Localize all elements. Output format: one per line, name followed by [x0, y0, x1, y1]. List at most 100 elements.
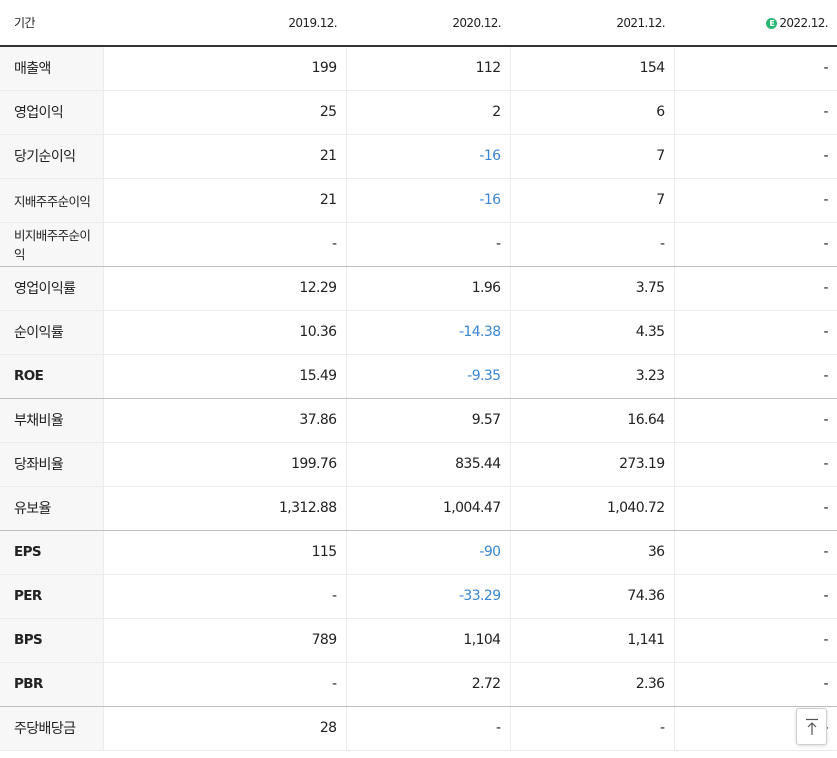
table-cell: -: [510, 222, 675, 267]
row-label: ROE: [0, 354, 104, 399]
column-header-estimate: E 2022.12.: [674, 0, 837, 47]
table-cell: 2.36: [510, 662, 675, 707]
table-cell: 199.76: [103, 442, 347, 487]
table-cell: 1,104: [346, 618, 511, 663]
row-label: 당기순이익: [0, 134, 104, 179]
table-cell: -: [346, 222, 511, 267]
table-cell: -: [674, 90, 837, 135]
row-label: PBR: [0, 662, 104, 707]
table-cell: 1,040.72: [510, 486, 675, 531]
row-label: BPS: [0, 618, 104, 663]
table-row: 영업이익률 12.29 1.96 3.75-: [0, 266, 837, 311]
table-cell: -: [674, 310, 837, 355]
row-label: 주당배당금: [0, 706, 104, 751]
header-row: 기간 2019.12. 2020.12. 2021.12. E 2022.12.: [0, 0, 837, 47]
table-cell: 37.86: [103, 398, 347, 443]
table-cell: 12.29: [103, 266, 347, 311]
row-label: 순이익률: [0, 310, 104, 355]
table-cell: -: [103, 662, 347, 707]
row-label: 당좌비율: [0, 442, 104, 487]
table-row: PER - -33.29 74.36-: [0, 574, 837, 619]
estimate-badge-icon: E: [766, 17, 778, 29]
table-cell: 15.49: [103, 354, 347, 399]
table-cell: -: [674, 618, 837, 663]
table-cell: 112: [346, 46, 511, 91]
table-cell: -33.29: [346, 574, 511, 619]
row-label: 매출액: [0, 46, 104, 91]
period-header: 기간: [0, 0, 103, 47]
table-cell: 25: [103, 90, 347, 135]
table-cell: 2: [346, 90, 511, 135]
table-row: 부채비율 37.86 9.57 16.64-: [0, 398, 837, 443]
table-cell: 1,141: [510, 618, 675, 663]
table-row: 당기순이익 21 -16 7-: [0, 134, 837, 179]
table-cell: 36: [510, 530, 675, 575]
table-cell: -16: [346, 134, 511, 179]
table-cell: -14.38: [346, 310, 511, 355]
table-cell: 10.36: [103, 310, 347, 355]
table-cell: -: [674, 442, 837, 487]
table-cell: 21: [103, 134, 347, 179]
table-row: ROE 15.49 -9.35 3.23-: [0, 354, 837, 399]
row-label: 지배주주순이익: [0, 178, 104, 223]
table-cell: 74.36: [510, 574, 675, 619]
table-cell: 154: [510, 46, 675, 91]
table-cell: -: [510, 706, 675, 751]
row-label: 부채비율: [0, 398, 104, 443]
table-cell: 7: [510, 178, 675, 223]
table-cell: 1.96: [346, 266, 511, 311]
table-row: 당좌비율 199.76 835.44 273.19-: [0, 442, 837, 487]
table-row: 유보율 1,312.88 1,004.47 1,040.72-: [0, 486, 837, 531]
table-cell: -90: [346, 530, 511, 575]
table-cell: 4.35: [510, 310, 675, 355]
table-cell: 835.44: [346, 442, 511, 487]
table-row: 영업이익 25 2 6-: [0, 90, 837, 135]
table-cell: -: [674, 486, 837, 531]
table-cell: 273.19: [510, 442, 675, 487]
table-cell: 789: [103, 618, 347, 663]
row-label: 영업이익: [0, 90, 104, 135]
arrow-up-to-line-icon: [805, 718, 818, 735]
table-cell: 6: [510, 90, 675, 135]
table-row: BPS 789 1,104 1,141-: [0, 618, 837, 663]
table-cell: 28: [103, 706, 347, 751]
table-cell: -: [674, 222, 837, 267]
table-cell: 9.57: [346, 398, 511, 443]
table-cell: -16: [346, 178, 511, 223]
table-cell: -9.35: [346, 354, 511, 399]
table-cell: 1,004.47: [346, 486, 511, 531]
table-cell: 21: [103, 178, 347, 223]
column-header: 2020.12.: [346, 0, 510, 47]
table-cell: -: [674, 46, 837, 91]
column-header: 2019.12.: [103, 0, 346, 47]
table-row: EPS 115 -90 36-: [0, 530, 837, 575]
row-label: PER: [0, 574, 104, 619]
table-row: PBR -2.72 2.36-: [0, 662, 837, 707]
table-cell: -: [674, 178, 837, 223]
table-cell: -: [103, 574, 347, 619]
table-cell: 1,312.88: [103, 486, 347, 531]
row-label: EPS: [0, 530, 104, 575]
table-cell: -: [674, 662, 837, 707]
table-cell: -: [674, 134, 837, 179]
table-cell: 3.23: [510, 354, 675, 399]
row-label: 유보율: [0, 486, 104, 531]
table-cell: -: [346, 706, 511, 751]
table-row: 비지배주주순이익 - - - -: [0, 222, 837, 267]
scroll-to-top-button[interactable]: [796, 708, 827, 745]
table-cell: 3.75: [510, 266, 675, 311]
table-cell: -: [674, 354, 837, 399]
table-cell: -: [103, 222, 347, 267]
table-cell: -: [674, 574, 837, 619]
table-cell: 115: [103, 530, 347, 575]
table-cell: 199: [103, 46, 347, 91]
table-cell: 16.64: [510, 398, 675, 443]
table-cell: -: [674, 530, 837, 575]
column-header: 2021.12.: [510, 0, 674, 47]
table-cell: 7: [510, 134, 675, 179]
row-label: 비지배주주순이익: [0, 222, 104, 267]
table-cell: -: [674, 266, 837, 311]
table-row: 순이익률 10.36 -14.38 4.35-: [0, 310, 837, 355]
